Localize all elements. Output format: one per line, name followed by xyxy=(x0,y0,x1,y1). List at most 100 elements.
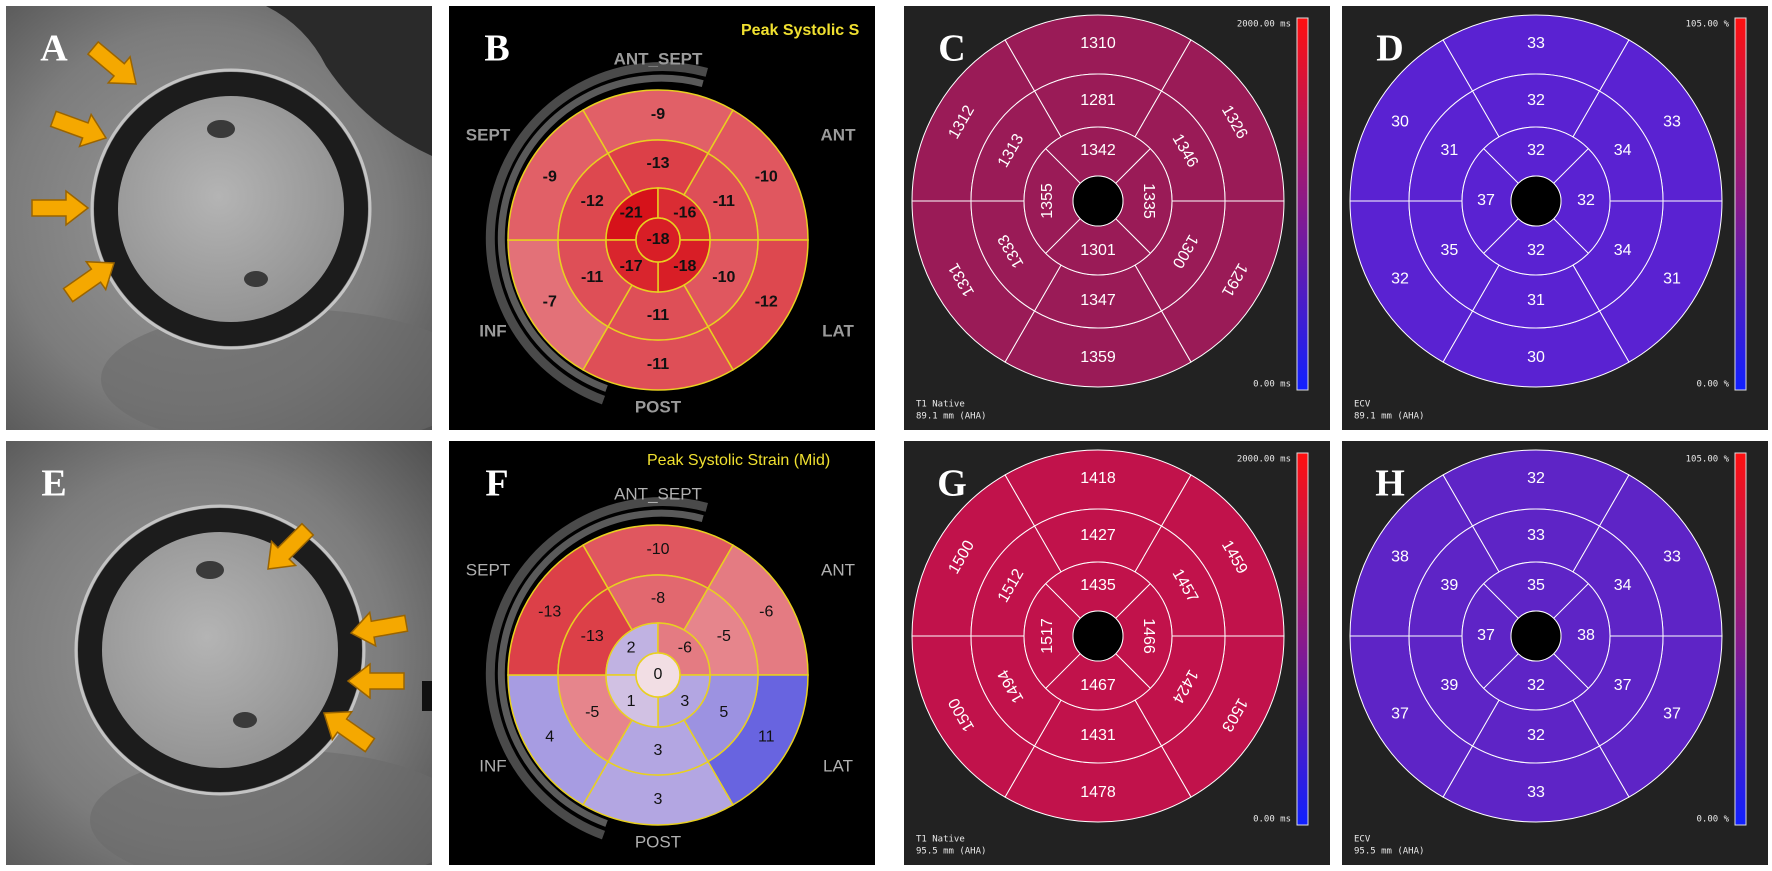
panel-letter: E xyxy=(41,463,66,505)
arrow xyxy=(346,662,405,700)
segment-value: 33 xyxy=(1527,784,1545,801)
slice-depth: 89.1 mm (AHA) xyxy=(916,412,986,422)
segment-value: 33 xyxy=(1663,114,1681,131)
color-bar xyxy=(1296,17,1309,391)
map-name: ECV xyxy=(1354,835,1371,845)
wall-label: ANT xyxy=(821,125,857,144)
segment-value: 1418 xyxy=(1080,470,1116,487)
segment-value: -13 xyxy=(581,628,604,645)
segment-value: -11 xyxy=(647,307,669,324)
segment-value: 0 xyxy=(654,666,663,683)
segment-value: 32 xyxy=(1527,727,1545,744)
gray-arc xyxy=(497,74,704,392)
segment-value: 37 xyxy=(1391,706,1409,723)
panel: E xyxy=(6,441,432,865)
segment-value: -18 xyxy=(673,258,696,275)
gray-arc xyxy=(485,62,708,405)
segment-value: 32 xyxy=(1527,92,1545,109)
segment-value: 1517 xyxy=(1039,618,1056,654)
scale-min: 0.00 ms xyxy=(1253,380,1291,390)
segment-value: 31 xyxy=(1527,292,1545,309)
color-bar xyxy=(1296,452,1309,826)
lung-region xyxy=(266,6,432,156)
segment-value: 32 xyxy=(1527,142,1545,159)
wall-label: POST xyxy=(635,832,681,851)
myocardium xyxy=(78,508,362,792)
center-hole xyxy=(1072,175,1124,227)
scale-max: 105.00 % xyxy=(1686,455,1730,465)
papillary xyxy=(244,271,268,287)
gray-arc xyxy=(497,509,704,827)
wall-label: ANT_SEPT xyxy=(614,49,703,68)
segment-value: 1427 xyxy=(1080,527,1116,544)
segment-value: 34 xyxy=(1614,242,1632,259)
panel: A xyxy=(6,6,432,430)
segment-value: 32 xyxy=(1527,470,1545,487)
segment-value: -18 xyxy=(646,231,669,248)
wall-label: ANT_SEPT xyxy=(614,484,702,503)
wall-label: LAT xyxy=(822,321,854,340)
segment-value: -5 xyxy=(717,628,731,645)
wall-label: POST xyxy=(635,397,682,416)
segment-value: 31 xyxy=(1663,271,1681,288)
color-bar xyxy=(1734,452,1747,826)
scale-min: 0.00 % xyxy=(1696,380,1729,390)
segment-value: 1355 xyxy=(1039,183,1056,219)
segment-value: 1281 xyxy=(1080,92,1116,109)
segment-value: -12 xyxy=(755,294,778,311)
epicardial-rim xyxy=(90,68,372,350)
segment-value: 3 xyxy=(680,693,689,710)
myocardium xyxy=(94,72,368,346)
panel: 1418145915031478150015001427145714241431… xyxy=(904,441,1330,865)
wall-label: SEPT xyxy=(466,125,511,144)
segment-value: -11 xyxy=(581,269,603,286)
wall-label: SEPT xyxy=(466,560,510,579)
segment-value: 1359 xyxy=(1080,349,1116,366)
segment-value: 30 xyxy=(1527,349,1545,366)
wall-label: INF xyxy=(479,756,506,775)
segment-value: 32 xyxy=(1391,271,1409,288)
segment-value: -12 xyxy=(581,193,604,210)
map-name: T1 Native xyxy=(916,400,965,410)
segment-value: 2 xyxy=(627,639,636,656)
segment-value: 35 xyxy=(1440,242,1458,259)
panel-letter: B xyxy=(484,28,509,70)
segment-value: -16 xyxy=(673,204,696,221)
panel-letter: G xyxy=(937,463,967,505)
center-hole xyxy=(1072,610,1124,662)
segment-value: 33 xyxy=(1527,527,1545,544)
segment-value: 3 xyxy=(654,791,663,808)
panel: -10 -6 11 3 4 -13 -8 -5 5 3 -5 -13 2 -6 3 1 0 ANT_SEPT ANT… xyxy=(449,441,875,865)
segment-value: 1310 xyxy=(1080,35,1116,52)
segment-value: 1335 xyxy=(1140,183,1157,219)
segment-value: 1342 xyxy=(1080,142,1116,159)
scale-max: 2000.00 ms xyxy=(1237,455,1291,465)
scale-min: 0.00 % xyxy=(1696,815,1729,825)
panel-letter: D xyxy=(1376,28,1403,70)
segment-value: 11 xyxy=(758,729,775,746)
marker xyxy=(422,681,432,711)
segment-value: -5 xyxy=(585,704,599,721)
segment-value: -10 xyxy=(646,541,669,558)
segment-value: 32 xyxy=(1527,677,1545,694)
panel: 32 33 37 33 37 38 33 34 37 32 39 39 35 38 32 37 105.00 %… xyxy=(1342,441,1768,865)
map-name: T1 Native xyxy=(916,835,965,845)
segment-value: -9 xyxy=(543,169,557,186)
scale-max: 105.00 % xyxy=(1686,20,1730,30)
papillary xyxy=(196,561,224,579)
scale-min: 0.00 ms xyxy=(1253,815,1291,825)
map-name: ECV xyxy=(1354,400,1371,410)
apex xyxy=(635,652,681,698)
panel: 33 33 31 30 32 30 32 34 34 31 35 31 32 32 32 37 105.00 %… xyxy=(1342,6,1768,430)
segment-value: 37 xyxy=(1614,677,1632,694)
panel: 1310132612911359133113121281134613001347… xyxy=(904,6,1330,430)
slice-depth: 95.5 mm (AHA) xyxy=(916,847,986,857)
apex xyxy=(635,217,681,263)
segment-value: -13 xyxy=(538,604,561,621)
segment-value: 32 xyxy=(1527,242,1545,259)
segment-value: -10 xyxy=(755,169,778,186)
arrow xyxy=(349,610,409,648)
segment-value: 3 xyxy=(654,742,663,759)
center-hole xyxy=(1510,610,1562,662)
